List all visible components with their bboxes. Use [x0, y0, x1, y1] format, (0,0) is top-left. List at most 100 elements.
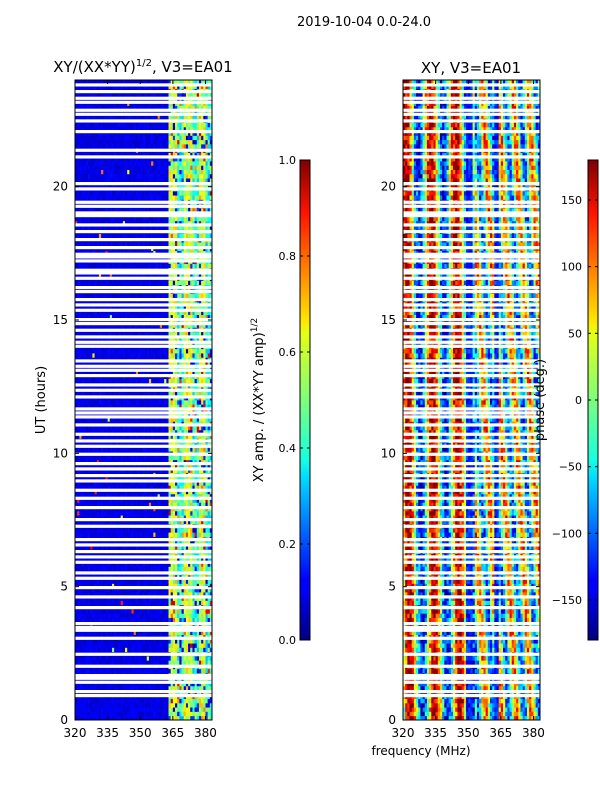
heatmap-cell [75, 579, 78, 584]
heatmap-cell [103, 540, 106, 546]
heatmap-cell [122, 681, 126, 687]
heatmap-cell [83, 400, 87, 405]
heatmap-cell [196, 562, 200, 567]
heatmap-cell [142, 476, 145, 482]
heatmap-cell [129, 630, 132, 636]
heatmap-cell [90, 468, 93, 473]
heatmap-cell [135, 446, 139, 452]
heatmap-cell [116, 429, 119, 435]
heatmap-cell [201, 702, 204, 708]
heatmap-cell [203, 681, 206, 687]
heatmap-cell [161, 519, 165, 525]
heatmap-cell [166, 540, 169, 546]
heatmap-cell [101, 489, 104, 495]
heatmap-cell [196, 417, 200, 422]
heatmap-cell [107, 528, 111, 533]
heatmap-cell [96, 429, 100, 435]
heatmap-cell [196, 698, 200, 704]
heatmap-cell [111, 425, 115, 431]
heatmap-cell [175, 515, 178, 520]
heatmap-cell [148, 510, 152, 516]
heatmap-cell [166, 468, 169, 473]
heatmap-cell [114, 400, 117, 405]
heatmap-cell [188, 596, 191, 601]
heatmap-cell [75, 685, 78, 691]
heatmap-cell [107, 481, 111, 486]
heatmap-cell [111, 557, 115, 563]
heatmap-cell [135, 425, 139, 431]
heatmap-cell [170, 715, 174, 720]
heatmap-cell [192, 434, 195, 439]
heatmap-cell [98, 468, 102, 473]
heatmap-cell [131, 715, 135, 720]
heatmap-cell [105, 485, 108, 490]
heatmap-cell [207, 647, 211, 653]
heatmap-cell [120, 613, 124, 618]
heatmap-cell [170, 446, 174, 452]
heatmap-cell [125, 711, 128, 717]
heatmap-cell [81, 596, 85, 601]
heatmap-cell [140, 715, 143, 720]
heatmap-cell [116, 592, 119, 597]
heatmap-cell [140, 600, 143, 606]
heatmap-cell [103, 425, 106, 431]
heatmap-cell [85, 609, 89, 614]
heatmap-cell [94, 660, 98, 665]
heatmap-cell [201, 498, 204, 503]
heatmap-cell [94, 647, 98, 653]
heatmap-cell [98, 408, 102, 414]
heatmap-cell [111, 540, 115, 546]
heatmap-cell [138, 579, 141, 584]
heatmap-cell [155, 715, 158, 720]
heatmap-cell [98, 489, 102, 495]
heatmap-cell [133, 698, 137, 704]
heatmap-cell [201, 592, 204, 597]
heatmap-cell [131, 609, 135, 614]
heatmap-cell [168, 630, 172, 636]
heatmap-cell [188, 446, 191, 452]
heatmap-cell [170, 498, 174, 503]
heatmap-cell [118, 489, 122, 495]
heatmap-cell [205, 489, 208, 495]
heatmap-cell [192, 711, 195, 717]
heatmap-cell [194, 425, 198, 431]
heatmap-cell [83, 647, 87, 653]
heatmap-cell [92, 481, 95, 486]
heatmap-cell [181, 498, 185, 503]
heatmap-cell [155, 592, 158, 597]
heatmap-cell [144, 643, 148, 648]
heatmap-cell [170, 566, 174, 572]
heatmap-cell [133, 532, 137, 537]
heatmap-cell [79, 485, 82, 490]
heatmap-cell [111, 404, 115, 409]
heatmap-cell [75, 613, 78, 618]
heatmap-cell [183, 681, 187, 687]
heatmap-cell [122, 391, 126, 397]
heatmap-cell [168, 562, 172, 567]
heatmap-cell [138, 515, 141, 520]
heatmap-cell [161, 711, 165, 717]
heatmap-cell [168, 638, 172, 644]
heatmap-cell [140, 429, 143, 435]
heatmap-cell [181, 485, 185, 490]
heatmap-cell [148, 515, 152, 520]
heatmap-cell [155, 532, 158, 537]
heatmap-cell [101, 681, 104, 687]
heatmap-cell [151, 476, 154, 482]
heatmap-cell [168, 528, 172, 533]
heatmap-cell [159, 609, 163, 614]
heatmap-cell [161, 656, 165, 661]
heatmap-cell [209, 702, 212, 708]
heatmap-cell [168, 417, 172, 422]
heatmap-cell [77, 498, 80, 503]
heatmap-cell [83, 468, 87, 473]
heatmap-cell [205, 600, 208, 606]
heatmap-cell [140, 540, 143, 546]
heatmap-cell [205, 408, 208, 414]
heatmap-cell [120, 715, 124, 720]
heatmap-cell [185, 643, 189, 648]
heatmap-cell [207, 600, 211, 606]
heatmap-cell [140, 408, 143, 414]
heatmap-cell [94, 557, 98, 563]
heatmap-cell [151, 715, 154, 720]
